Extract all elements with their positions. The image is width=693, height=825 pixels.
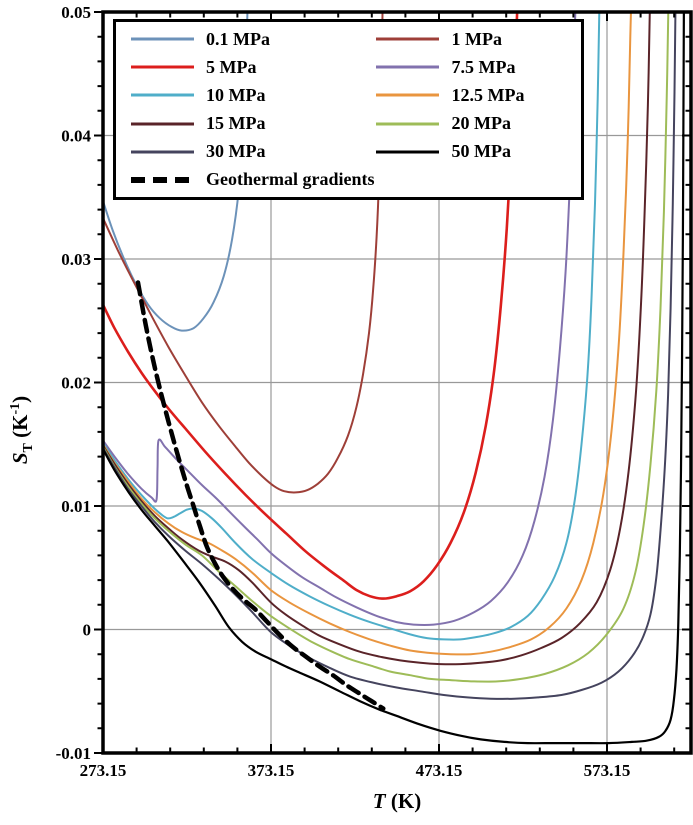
legend-line-sample: [131, 65, 194, 69]
x-tick-label: 373.15: [248, 761, 295, 780]
legend-label: 50 MPa: [451, 141, 511, 162]
series-line-1-mpa: [103, 12, 384, 494]
legend-item: 15 MPa: [129, 111, 374, 137]
legend-item: 1 MPa: [374, 26, 581, 52]
legend-line-sample: [131, 176, 194, 183]
legend-item: 30 MPa: [129, 139, 374, 165]
y-tick-label: 0: [83, 621, 92, 640]
legend-line-sample: [131, 37, 194, 41]
x-tick-label: 473.15: [416, 761, 463, 780]
legend-item: 0.1 MPa: [129, 26, 374, 52]
legend-label: 30 MPa: [206, 141, 266, 162]
legend-label: 12.5 MPa: [451, 84, 525, 105]
legend-item: 20 MPa: [374, 111, 581, 137]
legend-line-sample: [131, 93, 194, 97]
x-axis-title: T (K): [373, 789, 421, 813]
series-line-10-mpa: [103, 12, 601, 641]
y-tick-label: 0.02: [61, 374, 91, 393]
y-tick-label: 0.03: [61, 250, 91, 269]
x-tick-label: 573.15: [584, 761, 631, 780]
x-tick-label: 273.15: [80, 761, 127, 780]
series-line-20-mpa: [103, 12, 670, 683]
legend-line-sample: [376, 122, 440, 126]
series-line-geothermal-gradients: [135, 280, 386, 711]
series-group: [103, 12, 685, 745]
legend-line-sample: [376, 150, 440, 154]
legend-item: 7.5 MPa: [374, 54, 581, 80]
series-line-7-5-mpa: [103, 12, 577, 626]
y-tick-label: -0.01: [56, 744, 91, 763]
legend-label: 20 MPa: [451, 113, 511, 134]
legend-line-sample: [131, 150, 194, 154]
legend-label: 10 MPa: [206, 84, 266, 105]
legend-item: 12.5 MPa: [374, 82, 581, 108]
legend-label: 1 MPa: [451, 28, 502, 49]
legend-label: 5 MPa: [206, 56, 257, 77]
legend-line-sample: [131, 122, 194, 126]
series-line-12-5-mpa: [103, 12, 632, 656]
series-line-30-mpa: [103, 12, 677, 700]
legend-line-sample: [376, 93, 440, 97]
y-tick-label: 0.01: [61, 497, 91, 516]
legend-item: Geothermal gradients: [129, 167, 374, 193]
legend-label: 15 MPa: [206, 113, 266, 134]
y-tick-label: 0.04: [61, 127, 91, 146]
legend-line-sample: [376, 37, 440, 41]
axis-ticks: [94, 11, 691, 754]
legend-label: 7.5 MPa: [451, 56, 516, 77]
legend-line-sample: [376, 65, 440, 69]
legend: 0.1 MPa 1 MPa 5 MPa 7.5 MPa 10 MPa 12.5 MPa 15…: [113, 19, 584, 200]
y-tick-label: 0.05: [61, 3, 91, 22]
series-line-15-mpa: [103, 12, 651, 666]
legend-label: Geothermal gradients: [206, 169, 375, 190]
series-line-5-mpa: [103, 12, 519, 600]
series-line-50-mpa: [103, 12, 685, 745]
legend-item: 5 MPa: [129, 54, 374, 80]
legend-item: 50 MPa: [374, 139, 581, 165]
legend-item: 10 MPa: [129, 82, 374, 108]
y-axis-title: ST (K-1): [8, 396, 36, 464]
legend-label: 0.1 MPa: [206, 28, 270, 49]
